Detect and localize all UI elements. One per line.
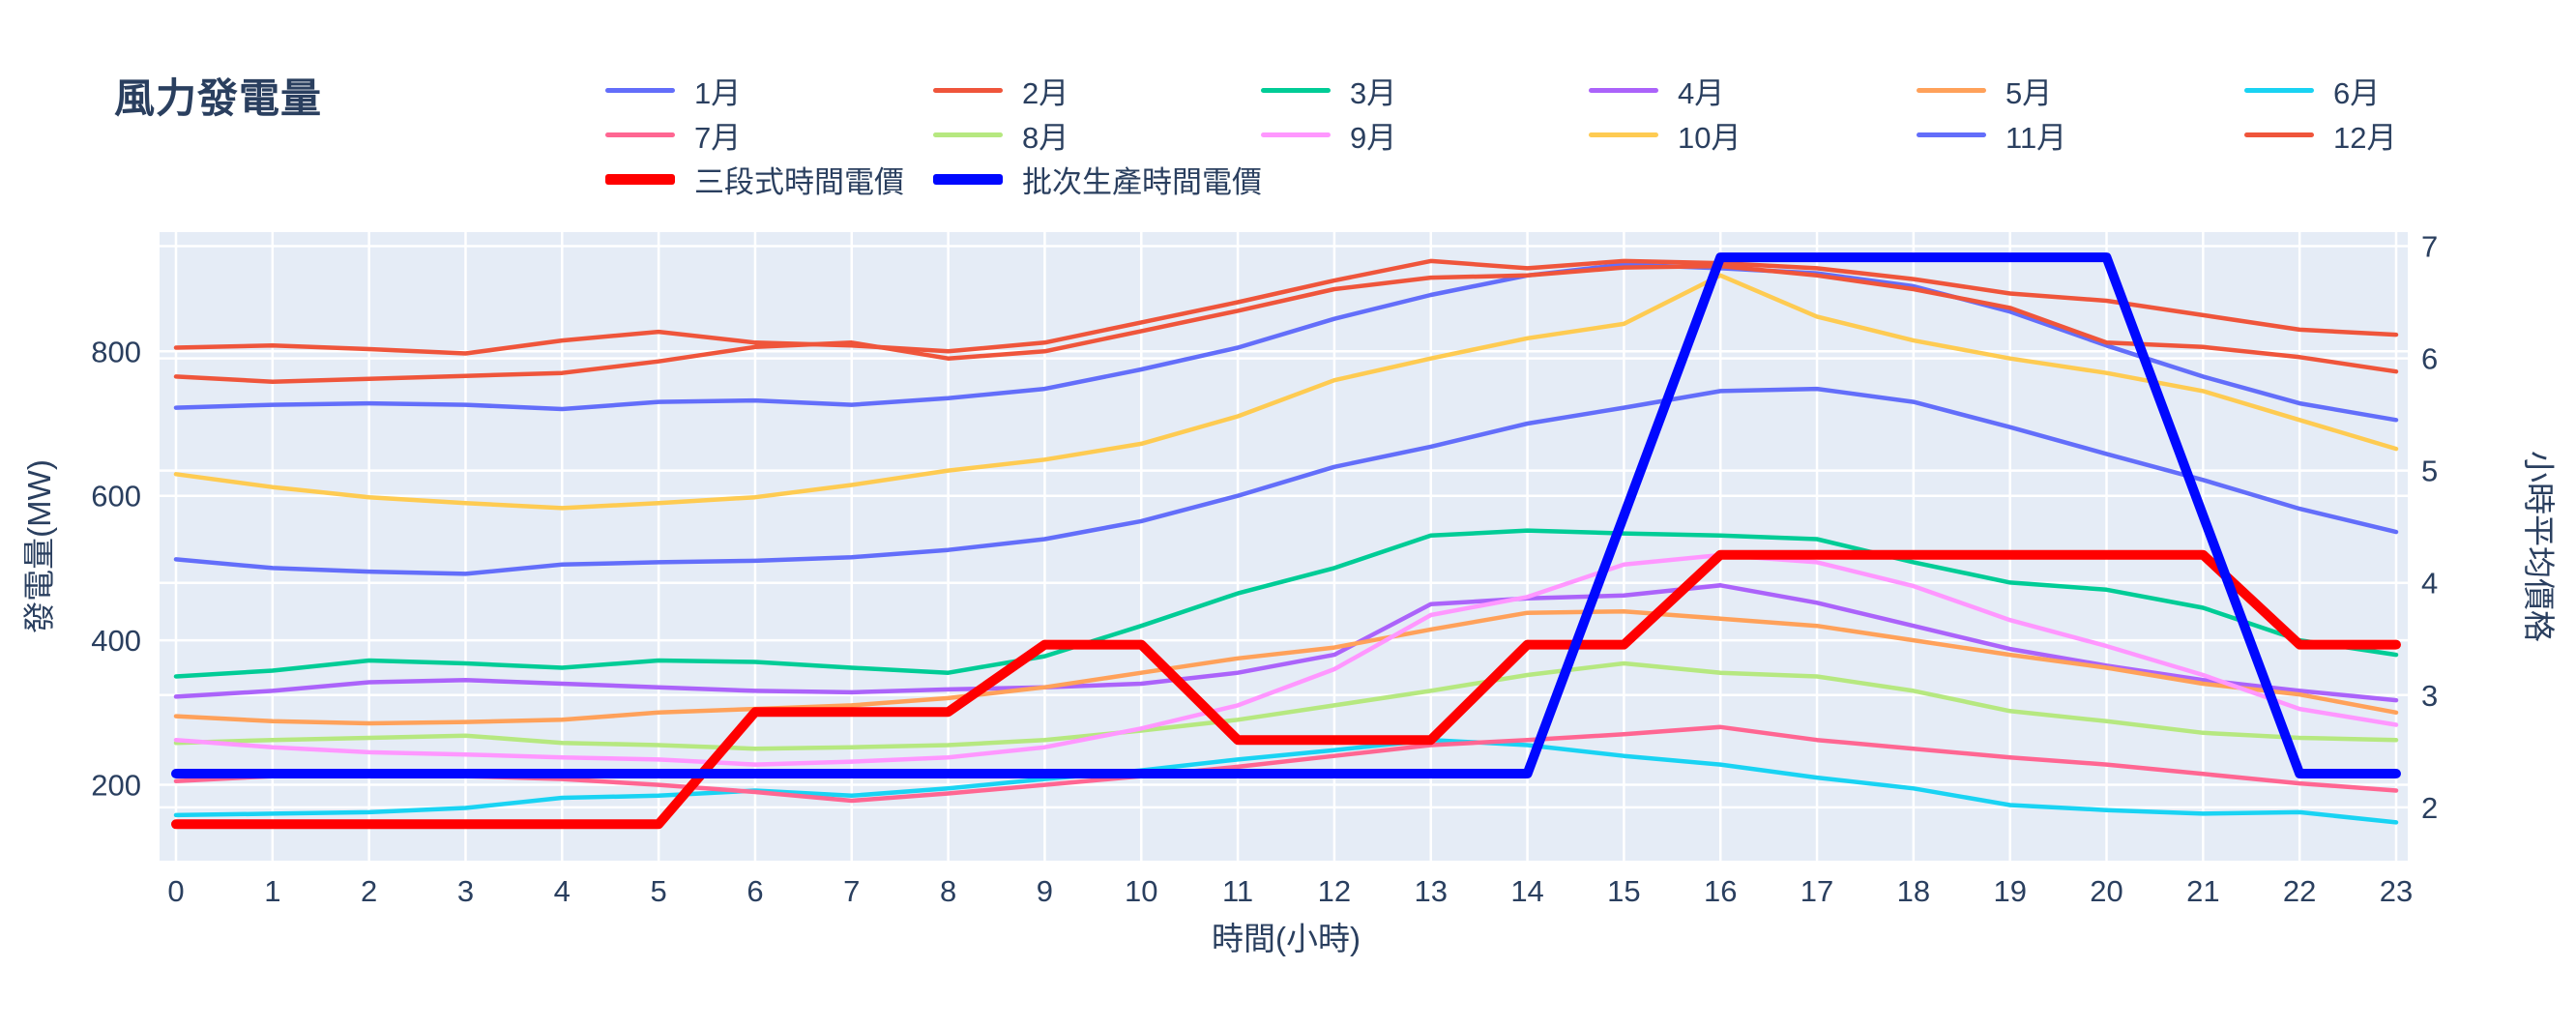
legend-swatch-三段式時間電價 <box>605 173 675 185</box>
x-tick-label: 13 <box>1414 874 1447 908</box>
plot-area[interactable] <box>160 232 2408 861</box>
x-tick-label: 3 <box>457 874 474 908</box>
series-line-12月 <box>173 258 2399 356</box>
x-tick-label: 9 <box>1037 874 1053 908</box>
x-tick-label: 22 <box>2283 874 2316 908</box>
legend-label: 7月 <box>694 120 742 155</box>
x-tick-label: 20 <box>2090 874 2122 908</box>
legend-swatch-批次生產時間電價 <box>933 173 1003 185</box>
legend-label: 12月 <box>2333 120 2397 155</box>
series-line-10月 <box>173 273 2399 511</box>
legend-item-三段式時間電價[interactable]: 三段式時間電價 <box>605 158 933 201</box>
legend-swatch-4月 <box>1589 87 1658 93</box>
chart-title: 風力發電量 <box>114 75 323 121</box>
series-line-三段式時間電價 <box>171 549 2401 830</box>
x-tick-label: 21 <box>2186 874 2219 908</box>
legend-item-1月[interactable]: 1月 <box>605 69 933 112</box>
x-tick-label: 14 <box>1510 874 1543 908</box>
legend-item-3月[interactable]: 3月 <box>1261 69 1589 112</box>
x-tick-label: 16 <box>1704 874 1737 908</box>
legend-label: 4月 <box>1678 75 1725 110</box>
legend-swatch-1月 <box>605 87 675 93</box>
x-tick-label: 19 <box>1993 874 2026 908</box>
legend-label: 5月 <box>2005 75 2053 110</box>
legend-item-5月[interactable]: 5月 <box>1917 69 2244 112</box>
legend-item-批次生產時間電價[interactable]: 批次生產時間電價 <box>933 158 1262 201</box>
legend-swatch-2月 <box>933 87 1003 93</box>
legend-item-2月[interactable]: 2月 <box>933 69 1261 112</box>
legend-label: 11月 <box>2005 120 2067 155</box>
y-right-tick-label: 6 <box>2421 342 2438 376</box>
x-tick-label: 18 <box>1897 874 1930 908</box>
legend-swatch-5月 <box>1917 87 1986 93</box>
series-line-4月 <box>173 583 2399 703</box>
legend-swatch-10月 <box>1589 132 1658 137</box>
series-line-8月 <box>173 660 2399 751</box>
x-tick-label: 4 <box>554 874 571 908</box>
x-tick-label: 2 <box>361 874 377 908</box>
legend-label: 8月 <box>1022 120 1069 155</box>
legend-label: 6月 <box>2333 75 2381 110</box>
x-tick-label: 12 <box>1318 874 1351 908</box>
legend-swatch-11月 <box>1917 132 1986 137</box>
series-line-2月 <box>173 263 2399 384</box>
legend-swatch-3月 <box>1261 87 1331 93</box>
legend-swatch-6月 <box>2244 87 2314 93</box>
x-tick-label: 1 <box>264 874 280 908</box>
y-left-tick-label: 800 <box>91 335 141 368</box>
legend-label: 3月 <box>1350 75 1397 110</box>
series-line-3月 <box>173 528 2399 679</box>
series-line-1月 <box>173 262 2399 423</box>
legend-swatch-7月 <box>605 132 675 137</box>
y-right-tick-label: 3 <box>2421 679 2438 713</box>
x-tick-label: 10 <box>1125 874 1157 908</box>
legend-swatch-12月 <box>2244 132 2314 137</box>
legend: 1月 2月 3月 4月 5月 6月 7月 8月 9月 10月 11月 12月三段式時間電價 批次生產時間… <box>605 68 2572 201</box>
x-tick-label: 15 <box>1607 874 1640 908</box>
legend-label: 1月 <box>694 75 742 110</box>
y-right-tick-label: 4 <box>2421 567 2438 601</box>
y-right-tick-label: 7 <box>2421 230 2438 264</box>
x-tick-label: 6 <box>746 874 763 908</box>
x-axis-title: 時間(小時) <box>1212 921 1361 956</box>
y-right-tick-label: 2 <box>2421 791 2438 825</box>
series-line-5月 <box>173 608 2399 726</box>
legend-label: 批次生產時間電價 <box>1022 164 1262 199</box>
legend-label: 10月 <box>1678 120 1742 155</box>
y-left-tick-label: 200 <box>91 769 141 803</box>
y-right-tick-label: 5 <box>2421 455 2438 488</box>
x-tick-label: 5 <box>651 874 667 908</box>
x-tick-label: 17 <box>1800 874 1833 908</box>
y-left-tick-label: 600 <box>91 480 141 514</box>
legend-item-9月[interactable]: 9月 <box>1261 113 1589 157</box>
legend-label: 2月 <box>1022 75 1069 110</box>
series-line-7月 <box>173 724 2399 804</box>
legend-label: 9月 <box>1350 120 1397 155</box>
legend-item-8月[interactable]: 8月 <box>933 113 1261 157</box>
y-right-axis-title: 小時平均價格 <box>2521 451 2557 642</box>
legend-item-12月[interactable]: 12月 <box>2244 113 2572 157</box>
x-tick-label: 23 <box>2380 874 2413 908</box>
legend-label: 三段式時間電價 <box>694 164 904 199</box>
series-line-11月 <box>173 386 2399 576</box>
y-left-tick-label: 400 <box>91 624 141 658</box>
series-line-9月 <box>173 552 2399 767</box>
legend-item-6月[interactable]: 6月 <box>2244 69 2572 112</box>
x-tick-label: 8 <box>940 874 956 908</box>
legend-item-11月[interactable]: 11月 <box>1917 113 2244 157</box>
series-line-批次生產時間電價 <box>171 252 2401 778</box>
legend-swatch-9月 <box>1261 132 1331 137</box>
y-left-axis-title: 發電量(MW) <box>21 459 57 633</box>
x-tick-label: 7 <box>843 874 860 908</box>
x-tick-label: 0 <box>167 874 184 908</box>
legend-swatch-8月 <box>933 132 1003 137</box>
legend-item-10月[interactable]: 10月 <box>1589 113 1917 157</box>
x-tick-label: 11 <box>1222 874 1253 908</box>
legend-item-4月[interactable]: 4月 <box>1589 69 1917 112</box>
series-line-6月 <box>173 737 2399 825</box>
legend-item-7月[interactable]: 7月 <box>605 113 933 157</box>
